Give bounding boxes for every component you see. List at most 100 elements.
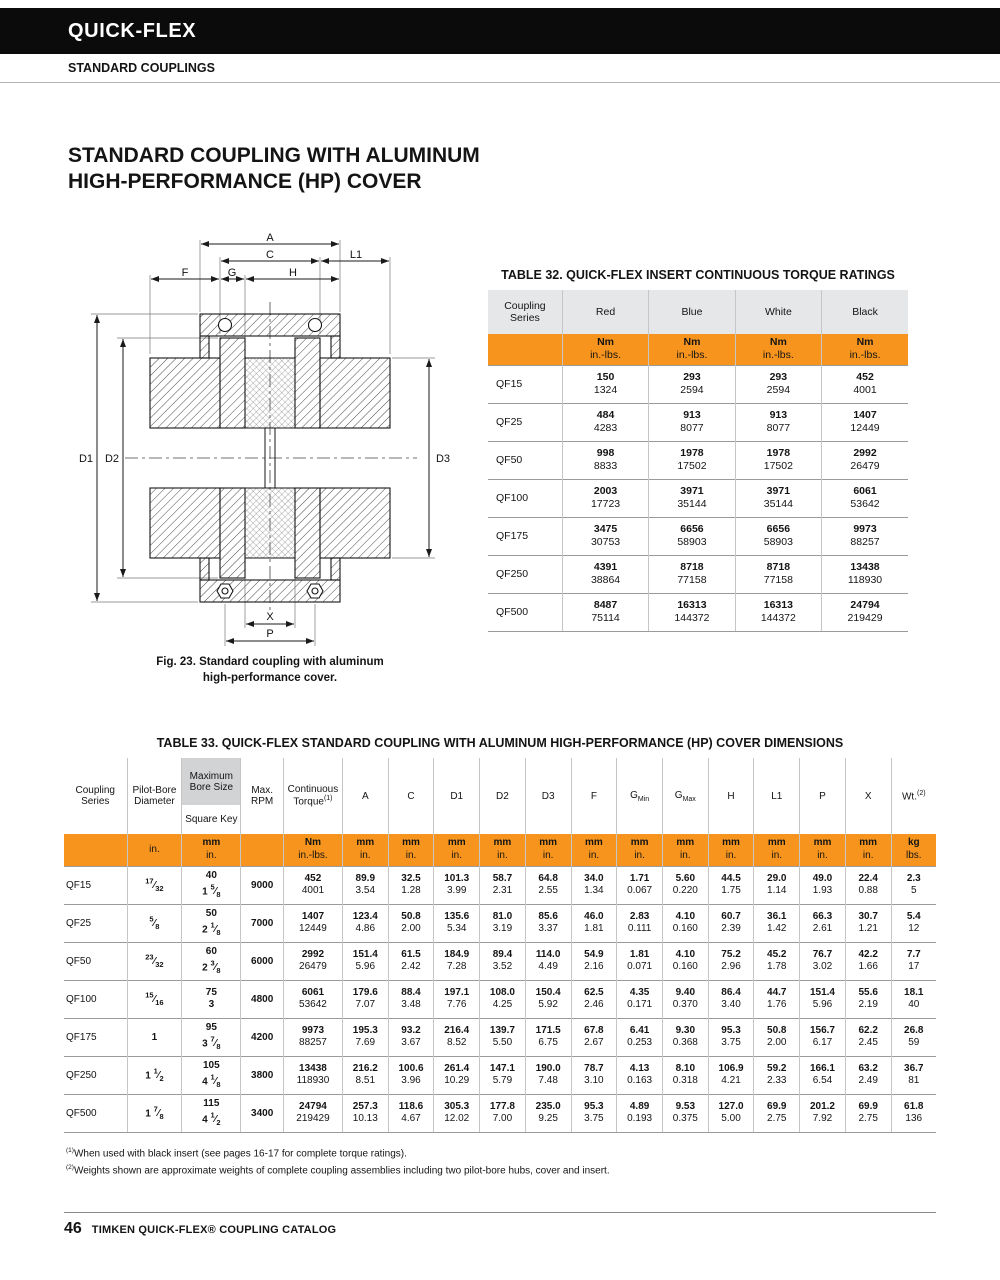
torque-value: 16313 144372 [648, 592, 736, 632]
torque-value: 6061 53642 [282, 979, 343, 1018]
torque-value: 24794 219429 [821, 592, 908, 632]
col-header-coupling-series: Coupling Series [488, 290, 563, 334]
torque-value: 293 2594 [734, 364, 822, 403]
dim-d2-value: 147.1 5.79 [479, 1055, 526, 1094]
unit-cell-red: Nm in.-lbs. [561, 334, 649, 365]
torque-value: 6656 58903 [734, 516, 822, 555]
dim-gmax-value: 9.30 0.368 [661, 1017, 709, 1056]
torque-row-qf50: QF50 998 8833 1978 17502 1978 17502 2992 26479 [488, 440, 908, 479]
torque-value: 3971 35144 [734, 478, 822, 517]
dim-p-value: 49.0 1.93 [799, 865, 846, 904]
dims-row-qf50: QF50 23⁄32 60 2 3⁄8 6000 2992 26479 151.4 5.96 61… [64, 941, 936, 980]
hex-bolt-center [311, 587, 319, 595]
series-label: QF100 [488, 478, 563, 517]
pilot-bore-value: 17⁄32 [126, 865, 182, 904]
max-rpm-value: 4200 [240, 1017, 284, 1056]
dim-c-value: 61.5 2.42 [387, 941, 434, 980]
dim-h-value: 60.7 2.39 [707, 903, 754, 942]
dim-d1-value: 101.3 3.99 [433, 865, 480, 904]
dim-gmax-value: 8.10 0.318 [661, 1055, 709, 1094]
torque-value: 1407 12449 [821, 402, 908, 441]
page-title: STANDARD COUPLING WITH ALUMINUM HIGH-PER… [68, 143, 480, 194]
dim-label-l1: L1 [350, 249, 362, 261]
pilot-bore-value: 23⁄32 [126, 941, 182, 980]
col-header-wt: Wt.(2) [890, 758, 936, 834]
torque-value: 24794 219429 [282, 1093, 343, 1133]
series-label: QF15 [64, 865, 127, 904]
dim-c-value: 32.5 1.28 [387, 865, 434, 904]
max-rpm-value: 3400 [240, 1093, 284, 1133]
dim-gmin-value: 1.71 0.067 [616, 865, 663, 904]
insert-section [244, 357, 296, 559]
dim-gmin-value: 6.41 0.253 [616, 1017, 663, 1056]
torque-value: 3475 30753 [561, 516, 649, 555]
section-bar: STANDARD COUPLINGS [0, 54, 1000, 83]
dims-row-qf175: QF175 1 95 3 7⁄8 4200 9973 88257 195.3 7.69 93.2 3… [64, 1017, 936, 1056]
dim-d2-value: 108.0 4.25 [479, 979, 526, 1018]
col-header-gmin: GMin [616, 758, 663, 834]
series-label: QF500 [64, 1093, 127, 1133]
torque-value: 8718 77158 [648, 554, 736, 593]
series-label: QF50 [64, 941, 127, 980]
col-header-d1: D1 [433, 758, 480, 834]
col-header-white: White [734, 290, 822, 334]
dim-x-value: 62.2 2.45 [844, 1017, 892, 1056]
dim-h-value: 95.3 3.75 [707, 1017, 754, 1056]
dim-d1-value: 261.4 10.29 [433, 1055, 480, 1094]
dim-l1-value: 44.7 1.76 [753, 979, 800, 1018]
col-header-d3: D3 [524, 758, 572, 834]
col-header-torque: Continuous Torque(1) [282, 758, 343, 834]
torque-table-title: TABLE 32. QUICK-FLEX INSERT CONTINUOUS T… [501, 268, 895, 282]
col-header-l1: L1 [753, 758, 800, 834]
dim-c-value: 93.2 3.67 [387, 1017, 434, 1056]
dim-label-p: P [266, 628, 273, 640]
max-bore-size-label: Maximum Bore Size [182, 758, 241, 805]
torque-value: 2003 17723 [561, 478, 649, 517]
col-header-a: A [341, 758, 389, 834]
dim-c-value: 88.4 3.48 [387, 979, 434, 1018]
series-label: QF500 [488, 592, 563, 632]
dim-x-value: 42.2 1.66 [844, 941, 892, 980]
dim-label-d2: D2 [105, 453, 119, 465]
torque-value: 293 2594 [648, 364, 736, 403]
unit-cell-torque: Nm in.-lbs. [282, 834, 343, 866]
dim-gmin-value: 4.89 0.193 [616, 1093, 663, 1133]
unit-cell-dim: mm in. [799, 834, 846, 866]
dims-row-qf25: QF25 5⁄8 50 2 1⁄8 7000 1407 12449 123.4 4.86 50.8… [64, 903, 936, 942]
col-header-gmax: GMax [661, 758, 709, 834]
dim-a-value: 195.3 7.69 [341, 1017, 389, 1056]
dim-f-value: 62.5 2.46 [570, 979, 617, 1018]
dim-label-c: C [266, 249, 274, 261]
footer-text: TIMKEN QUICK-FLEX® COUPLING CATALOG [91, 1224, 337, 1236]
torque-value: 150 1324 [561, 364, 649, 403]
figure-23: A C L1 F G H D1 D2 D3 X P Fig. 23. Stand… [70, 230, 470, 686]
torque-value: 2992 26479 [282, 941, 343, 980]
dim-x-value: 55.6 2.19 [844, 979, 892, 1018]
dim-d3-value: 235.0 9.25 [524, 1093, 572, 1133]
dim-f-value: 67.8 2.67 [570, 1017, 617, 1056]
unit-cell-dim: mm in. [616, 834, 663, 866]
max-bore-value: 50 2 1⁄8 [181, 903, 241, 942]
page-title-line2: HIGH-PERFORMANCE (HP) COVER [68, 169, 422, 193]
dim-label-d1: D1 [79, 453, 93, 465]
dim-d1-value: 197.1 7.76 [433, 979, 480, 1018]
torque-value: 9973 88257 [821, 516, 908, 555]
series-label: QF175 [64, 1017, 127, 1056]
col-header-x: X [844, 758, 892, 834]
torque-value: 1978 17502 [734, 440, 822, 479]
dim-a-value: 89.9 3.54 [341, 865, 389, 904]
dim-c-value: 118.6 4.67 [387, 1093, 434, 1133]
series-label: QF25 [488, 402, 563, 441]
weight-value: 61.8 136 [890, 1093, 936, 1133]
torque-value: 9973 88257 [282, 1017, 343, 1056]
max-rpm-value: 6000 [240, 941, 284, 980]
centerlines [125, 302, 417, 612]
weight-value: 5.4 12 [890, 903, 936, 942]
bore-lines [150, 427, 390, 489]
dim-l1-value: 36.1 1.42 [753, 903, 800, 942]
pilot-bore-value: 15⁄16 [126, 979, 182, 1018]
dim-h-value: 75.2 2.96 [707, 941, 754, 980]
dim-d3-value: 190.0 7.48 [524, 1055, 572, 1094]
dims-row-qf100: QF100 15⁄16 75 3 4800 6061 53642 179.6 7.07 88.4 3… [64, 979, 936, 1018]
dim-d1-value: 135.6 5.34 [433, 903, 480, 942]
